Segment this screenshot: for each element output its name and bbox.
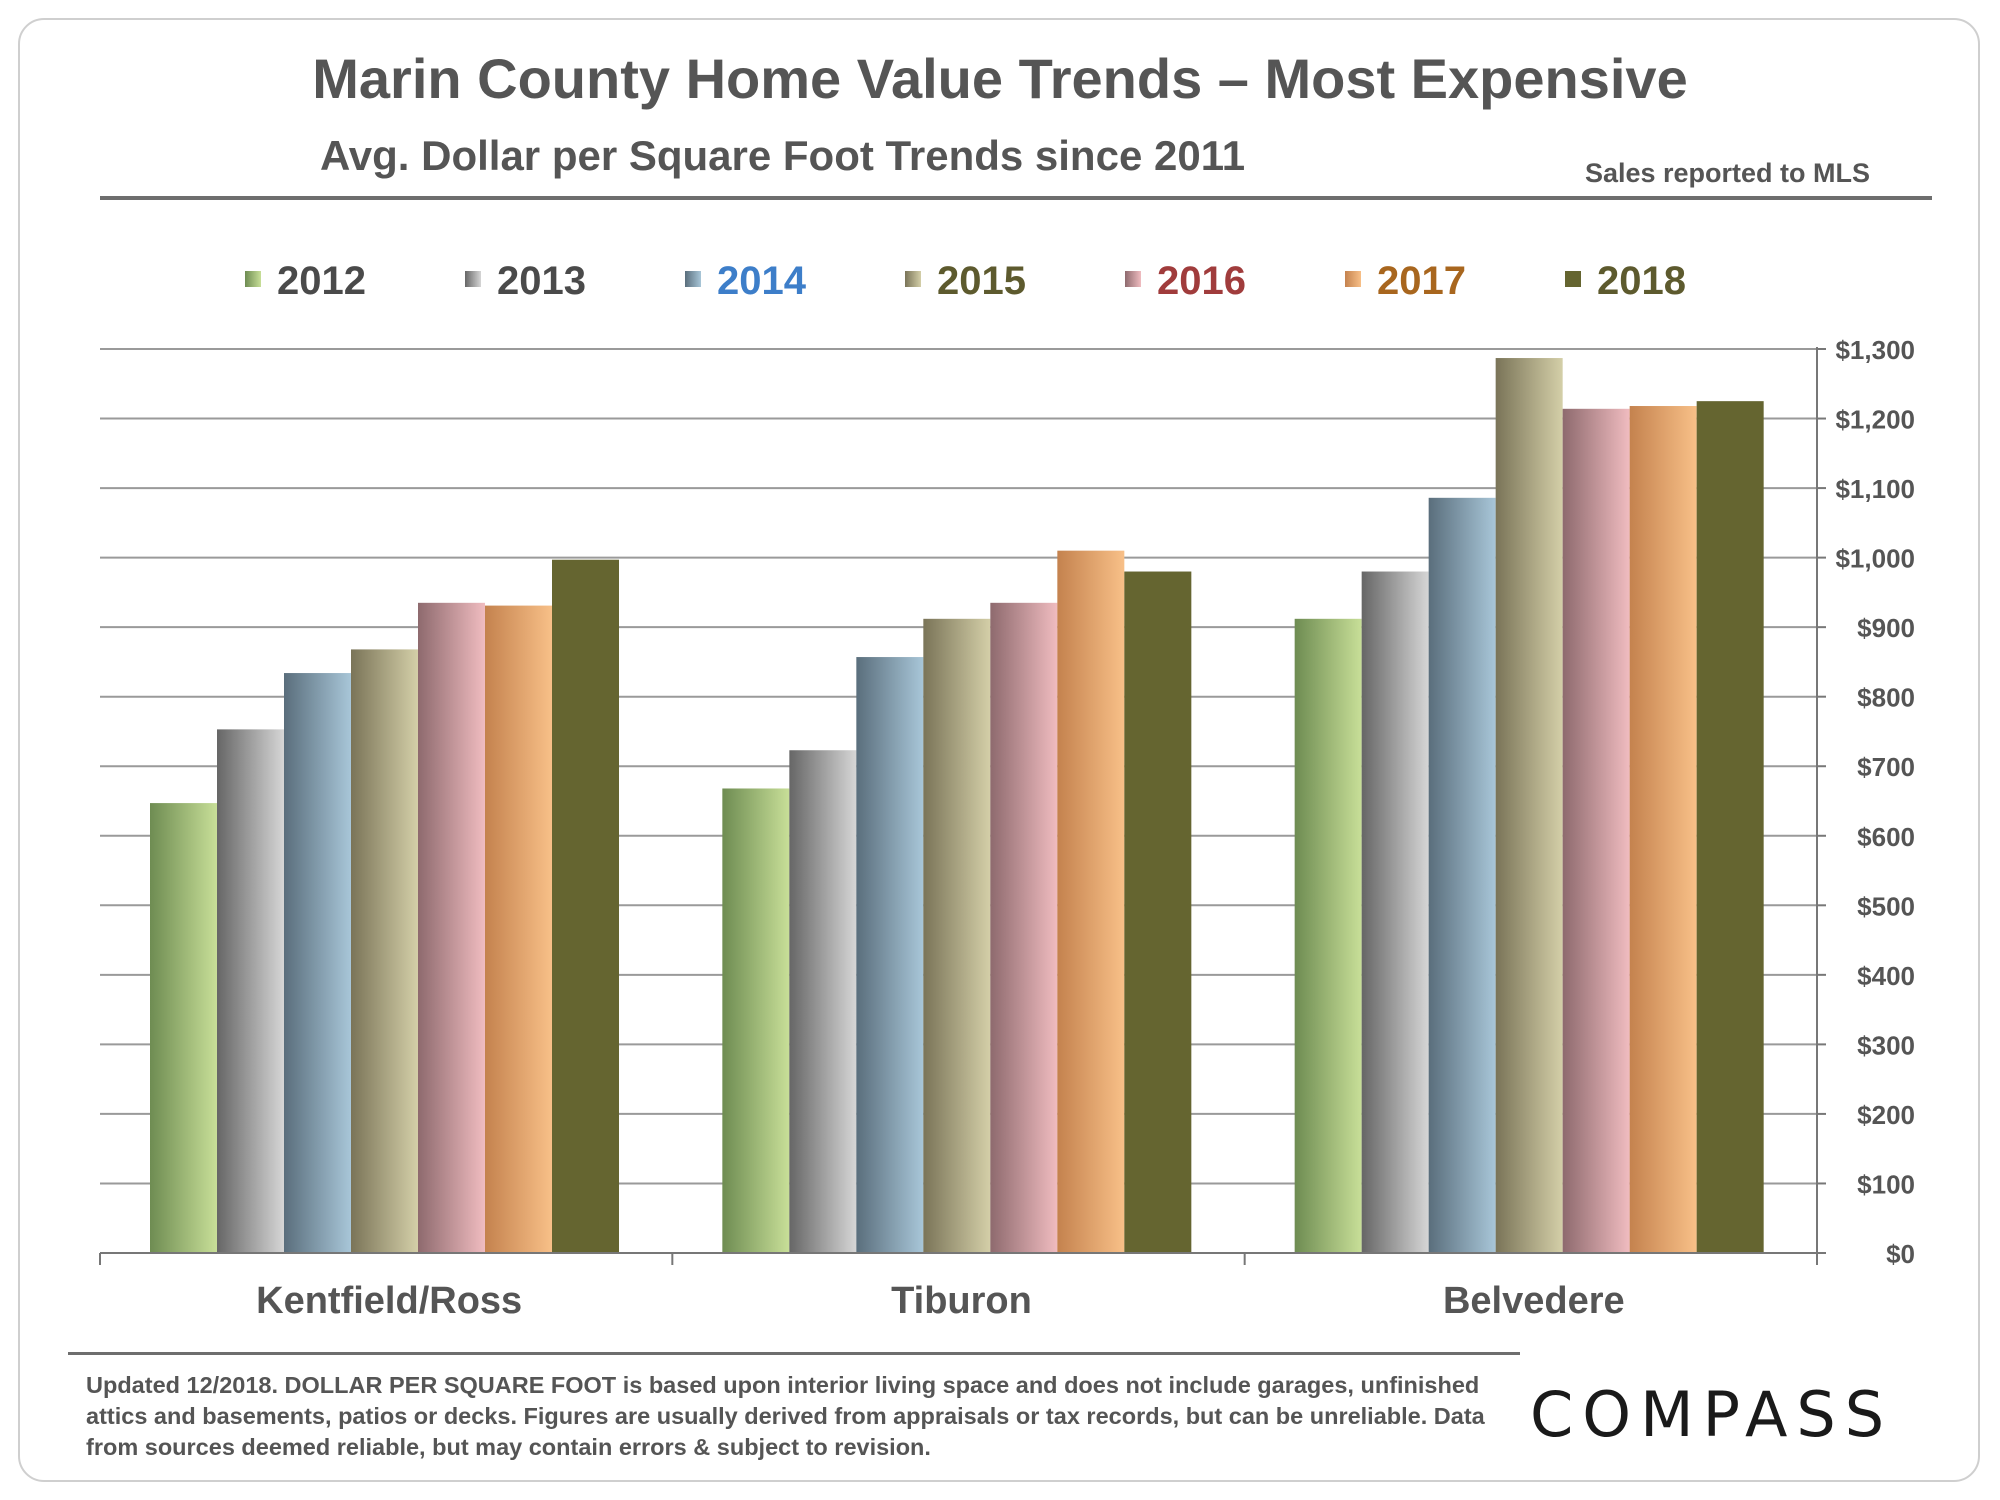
y-tick-label: $100 [1857, 1169, 1915, 1199]
bar-2018-kentfield-ross [552, 559, 619, 1253]
bar-2012-belvedere [1294, 618, 1362, 1253]
legend-label: 2014 [717, 259, 807, 303]
chart-subtitle: Avg. Dollar per Square Foot Trends since… [320, 132, 1246, 179]
footer-divider [68, 1352, 1520, 1355]
y-tick-label: $1,000 [1835, 544, 1915, 574]
y-tick-label: $1,300 [1835, 335, 1915, 365]
bar-2015-tiburon [923, 618, 991, 1253]
bar-2016-belvedere [1562, 408, 1630, 1253]
source-note: Sales reported to MLS [1584, 158, 1870, 188]
bar-2012-tiburon [722, 788, 790, 1253]
y-tick-label: $1,200 [1835, 405, 1915, 435]
chart-legend: 2012 2013 2014 2015 2016 2017 2018 [245, 259, 1686, 303]
bar-2013-kentfield-ross [217, 729, 284, 1253]
legend-swatch [1565, 271, 1581, 287]
bar-2017-tiburon [1057, 550, 1125, 1253]
bar-2014-tiburon [856, 657, 924, 1253]
bar-2015-kentfield-ross [351, 649, 418, 1253]
compass-logo: COMPASS [1530, 1378, 1894, 1451]
bar-2016-tiburon [990, 602, 1058, 1253]
bar-2012-kentfield-ross [150, 803, 217, 1253]
legend-label: 2017 [1377, 259, 1466, 303]
legend-swatch [245, 271, 261, 287]
footnote-text: DOLLAR PER SQUARE FOOT is based upon int… [86, 1372, 1485, 1460]
bar-2018-belvedere [1696, 401, 1764, 1254]
footnote: Updated 12/2018. DOLLAR PER SQUARE FOOT … [86, 1370, 1496, 1463]
y-tick-label: $0 [1886, 1239, 1915, 1269]
y-tick-label: $900 [1857, 613, 1915, 643]
bar-chart: 2012 2013 2014 2015 2016 2017 2018 $0$100$200$… [99, 259, 1915, 1322]
legend-swatch [465, 271, 481, 287]
bar-2016-kentfield-ross [418, 602, 485, 1253]
y-tick-label: $700 [1857, 752, 1915, 782]
chart-title: Marin County Home Value Trends – Most Ex… [312, 47, 1688, 110]
bar-2014-kentfield-ross [284, 673, 351, 1253]
y-tick-label: $400 [1857, 961, 1915, 991]
legend-swatch [905, 271, 921, 287]
y-tick-label: $200 [1857, 1100, 1915, 1130]
bar-2013-belvedere [1361, 571, 1429, 1253]
x-category-label: Belvedere [1443, 1280, 1625, 1322]
x-category-label: Tiburon [891, 1280, 1032, 1322]
bar-2013-tiburon [789, 750, 857, 1253]
y-tick-label: $1,100 [1835, 474, 1915, 504]
y-tick-label: $300 [1857, 1030, 1915, 1060]
legend-label: 2012 [277, 259, 366, 303]
bar-2017-belvedere [1629, 406, 1697, 1253]
title-divider [100, 196, 1932, 200]
bar-marks [150, 358, 1764, 1254]
bar-2018-tiburon [1124, 571, 1192, 1253]
y-tick-label: $600 [1857, 822, 1915, 852]
axes: $0 $100 $200 $300 $400 $500 $600 $700 $800 $900 $1… [99, 335, 1915, 1322]
legend-label: 2013 [497, 259, 586, 303]
legend-label: 2018 [1597, 259, 1686, 303]
legend-swatch [685, 271, 701, 287]
footnote-updated: Updated 12/2018. [86, 1372, 279, 1398]
bar-2015-belvedere [1495, 358, 1563, 1253]
x-category-label: Kentfield/Ross [256, 1280, 522, 1322]
bar-2014-belvedere [1428, 497, 1496, 1253]
legend-label: 2016 [1157, 259, 1246, 303]
bar-2017-kentfield-ross [485, 605, 552, 1253]
legend-swatch [1345, 271, 1361, 287]
legend-swatch [1125, 271, 1141, 287]
y-tick-label: $800 [1857, 683, 1915, 713]
y-tick-label: $500 [1857, 891, 1915, 921]
legend-label: 2015 [937, 259, 1026, 303]
